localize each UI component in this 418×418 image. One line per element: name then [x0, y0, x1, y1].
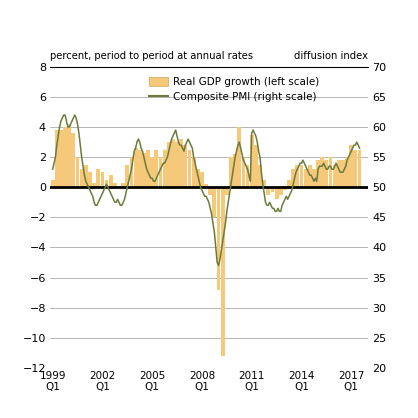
Bar: [171, 139, 175, 187]
Text: diffusion index: diffusion index: [294, 51, 368, 61]
Bar: [142, 153, 146, 187]
Bar: [349, 145, 353, 187]
Bar: [242, 157, 245, 187]
Bar: [266, 187, 270, 195]
Bar: [254, 145, 258, 187]
Bar: [229, 157, 233, 187]
Bar: [154, 150, 158, 187]
Bar: [358, 150, 362, 187]
Bar: [97, 169, 100, 187]
Bar: [316, 160, 320, 187]
Bar: [55, 130, 59, 187]
Legend: Real GDP growth (left scale), Composite PMI (right scale): Real GDP growth (left scale), Composite …: [147, 75, 321, 104]
Bar: [63, 127, 67, 187]
Bar: [208, 187, 212, 195]
Bar: [221, 187, 224, 356]
Bar: [88, 172, 92, 187]
Bar: [80, 169, 84, 187]
Bar: [270, 187, 274, 192]
Bar: [324, 160, 328, 187]
Bar: [125, 165, 129, 187]
Bar: [237, 127, 241, 187]
Bar: [100, 172, 104, 187]
Bar: [163, 150, 166, 187]
Bar: [345, 157, 349, 187]
Bar: [275, 187, 278, 199]
Bar: [150, 157, 154, 187]
Bar: [167, 142, 171, 187]
Bar: [51, 180, 55, 187]
Bar: [121, 183, 125, 187]
Bar: [146, 150, 150, 187]
Bar: [84, 165, 88, 187]
Bar: [250, 135, 254, 187]
Bar: [212, 187, 216, 217]
Bar: [246, 165, 250, 187]
Bar: [262, 180, 266, 187]
Bar: [179, 139, 183, 187]
Bar: [333, 165, 336, 187]
Bar: [308, 165, 312, 187]
Bar: [109, 175, 112, 187]
Bar: [337, 160, 341, 187]
Bar: [320, 157, 324, 187]
Bar: [59, 130, 63, 187]
Bar: [291, 169, 295, 187]
Bar: [279, 187, 283, 195]
Bar: [225, 187, 229, 195]
Bar: [304, 169, 308, 187]
Bar: [312, 169, 316, 187]
Bar: [300, 165, 303, 187]
Bar: [134, 148, 138, 187]
Bar: [67, 124, 71, 187]
Bar: [354, 150, 357, 187]
Bar: [258, 165, 262, 187]
Bar: [188, 150, 191, 187]
Bar: [104, 180, 108, 187]
Bar: [92, 183, 96, 187]
Bar: [138, 150, 142, 187]
Bar: [287, 180, 291, 187]
Bar: [196, 169, 200, 187]
Bar: [71, 133, 75, 187]
Bar: [158, 157, 162, 187]
Bar: [130, 157, 133, 187]
Bar: [113, 183, 117, 187]
Bar: [184, 145, 187, 187]
Text: percent, period to period at annual rates: percent, period to period at annual rate…: [50, 51, 253, 61]
Bar: [283, 187, 287, 190]
Bar: [341, 160, 345, 187]
Bar: [175, 142, 179, 187]
Bar: [329, 157, 332, 187]
Bar: [296, 165, 299, 187]
Bar: [204, 184, 208, 187]
Bar: [76, 157, 79, 187]
Bar: [192, 157, 196, 187]
Bar: [200, 172, 204, 187]
Bar: [217, 187, 220, 290]
Bar: [233, 154, 237, 187]
